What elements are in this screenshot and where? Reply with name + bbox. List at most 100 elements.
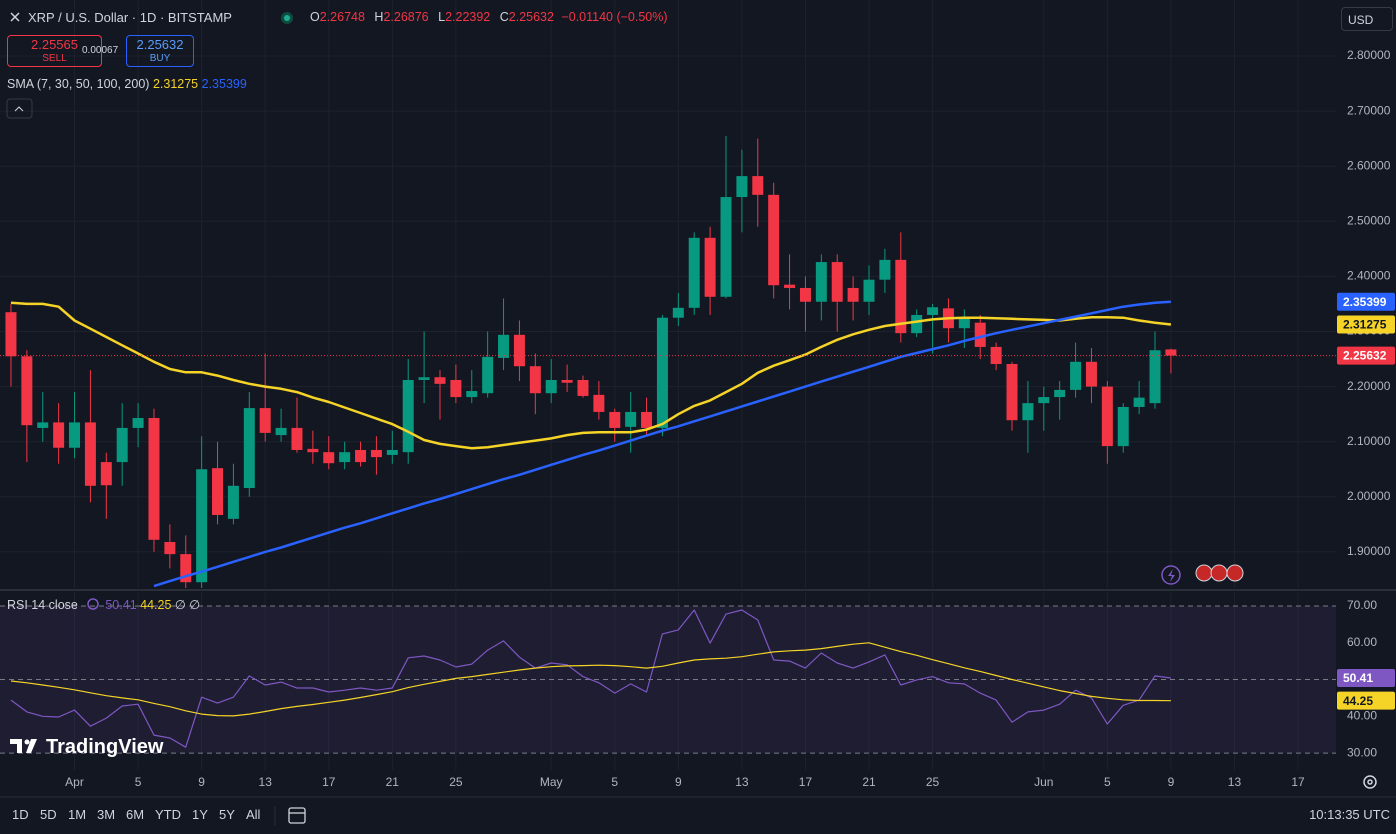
currency-button[interactable]: USD xyxy=(1341,7,1393,31)
range-button[interactable]: 5D xyxy=(40,807,57,822)
ohlc-key: O xyxy=(310,10,320,24)
range-button[interactable]: 3M xyxy=(97,807,116,822)
x-tick-label: 5 xyxy=(1104,775,1111,789)
range-button[interactable]: 1Y xyxy=(192,807,208,822)
candle-body xyxy=(736,176,748,198)
candle-body xyxy=(434,377,446,384)
last-value-box xyxy=(1337,315,1395,334)
candle-body xyxy=(1117,406,1129,447)
range-button[interactable]: 1M xyxy=(68,807,87,822)
sma-legend: SMA (7, 30, 50, 100, 200) 2.31275 2.3539… xyxy=(7,77,247,91)
x-tick-label: 17 xyxy=(799,775,813,789)
candle-body xyxy=(227,485,239,519)
series-line xyxy=(10,642,1171,717)
rsi-pane xyxy=(0,592,1336,770)
sma-value: 2.35399 xyxy=(201,77,247,91)
range-button[interactable]: 6M xyxy=(126,807,145,822)
rsi-note: ∅ ∅ xyxy=(174,598,201,612)
y-tick-label: 2.60000 xyxy=(1347,158,1391,172)
rsi-value: 44.25 xyxy=(140,598,172,612)
logo: TradingView xyxy=(46,736,164,758)
candle-body xyxy=(561,379,573,383)
y-tick-label: 2.00000 xyxy=(1347,489,1391,503)
candle-body xyxy=(307,448,319,453)
buy-button[interactable]: 2.25632 BUY xyxy=(126,35,194,67)
candle-body xyxy=(148,418,160,540)
candle-body xyxy=(704,237,716,297)
logo-mark xyxy=(10,739,37,753)
candle-body xyxy=(482,356,494,394)
x-tick-label: 5 xyxy=(611,775,618,789)
candle-body xyxy=(37,422,49,428)
x-tick-label: 21 xyxy=(862,775,876,789)
candle-body xyxy=(911,314,923,334)
x-tick-label: 25 xyxy=(449,775,463,789)
candle-body xyxy=(339,452,351,463)
collapse-icon xyxy=(14,106,24,112)
candle-body xyxy=(847,287,859,302)
y-tick-label: 2.80000 xyxy=(1347,48,1391,62)
collapse-button[interactable] xyxy=(6,98,33,119)
spread: 0.00067 xyxy=(82,45,119,56)
ohlc-key: L xyxy=(438,10,446,24)
ohlc-value: 2.22392 xyxy=(445,10,491,24)
candle-body xyxy=(1149,350,1161,404)
candle-body xyxy=(768,194,780,286)
header-line: XRP / U.S. Dollar · 1D · BITSTAMP xyxy=(28,10,232,25)
ohlc-key: H xyxy=(374,10,384,24)
candle-body xyxy=(5,312,17,357)
candle-body xyxy=(1101,386,1113,447)
sell-price: 2.25565 xyxy=(31,37,78,52)
candle-body xyxy=(116,427,128,463)
last-value-label: 50.41 xyxy=(1343,671,1373,685)
candle-body xyxy=(196,469,208,583)
y-tick-label: 1.90000 xyxy=(1347,544,1391,558)
last-value-box xyxy=(1337,292,1395,311)
clock: 10:13:35 UTC xyxy=(1309,807,1390,822)
range-button[interactable]: All xyxy=(246,807,261,822)
buy-label: BUY xyxy=(149,53,171,64)
series-line xyxy=(153,300,1171,588)
candle-body xyxy=(577,379,589,396)
x-tick-label: May xyxy=(540,775,563,789)
last-value-box xyxy=(1337,669,1395,688)
settings-icon[interactable] xyxy=(1363,775,1377,789)
range-button[interactable]: 1D xyxy=(12,807,29,822)
x-tick-label: Apr xyxy=(65,775,84,789)
ohlc-line: O2.26748 H2.26876 L2.22392 C2.25632 −0.0… xyxy=(304,10,668,24)
candle-body xyxy=(370,449,382,458)
calendar-icon[interactable] xyxy=(288,807,306,824)
x-tick-label: 21 xyxy=(386,775,400,789)
candle-body xyxy=(958,317,970,329)
candle-body xyxy=(513,334,525,367)
candle-body xyxy=(21,356,33,426)
last-value-box xyxy=(1337,346,1395,365)
candle-body xyxy=(84,422,96,486)
ohlc-value: 2.26876 xyxy=(383,10,429,24)
candle-body xyxy=(386,449,398,455)
close-icon[interactable] xyxy=(10,12,20,22)
candle-body xyxy=(355,449,367,463)
candle-body xyxy=(164,541,176,555)
sma-value: 2.31275 xyxy=(152,77,199,91)
last-value-label: 44.25 xyxy=(1343,694,1373,708)
candle-body xyxy=(784,284,796,288)
x-tick-label: 13 xyxy=(1228,775,1242,789)
candle-body xyxy=(815,262,827,302)
candle-body xyxy=(672,307,684,318)
y-tick-label: 2.40000 xyxy=(1347,269,1391,283)
range-button[interactable]: 5Y xyxy=(219,807,235,822)
x-tick-label: 25 xyxy=(926,775,940,789)
last-value-label: 2.35399 xyxy=(1343,295,1387,309)
candle-body xyxy=(291,427,303,450)
y-tick-label: 2.50000 xyxy=(1347,213,1391,227)
sell-button[interactable]: 2.25565 SELL xyxy=(7,35,102,67)
x-tick-label: 9 xyxy=(198,775,205,789)
range-button[interactable]: YTD xyxy=(155,807,181,822)
y-tick-label: 30.00 xyxy=(1347,745,1377,759)
candle-body xyxy=(799,287,811,302)
axes: Apr 5 9 13 17 21 25 May 5 9 13 17 21 25 Jun 5 9 13 17 2.800… xyxy=(65,48,1395,789)
candle-body xyxy=(100,462,112,486)
candle-body xyxy=(593,394,605,412)
